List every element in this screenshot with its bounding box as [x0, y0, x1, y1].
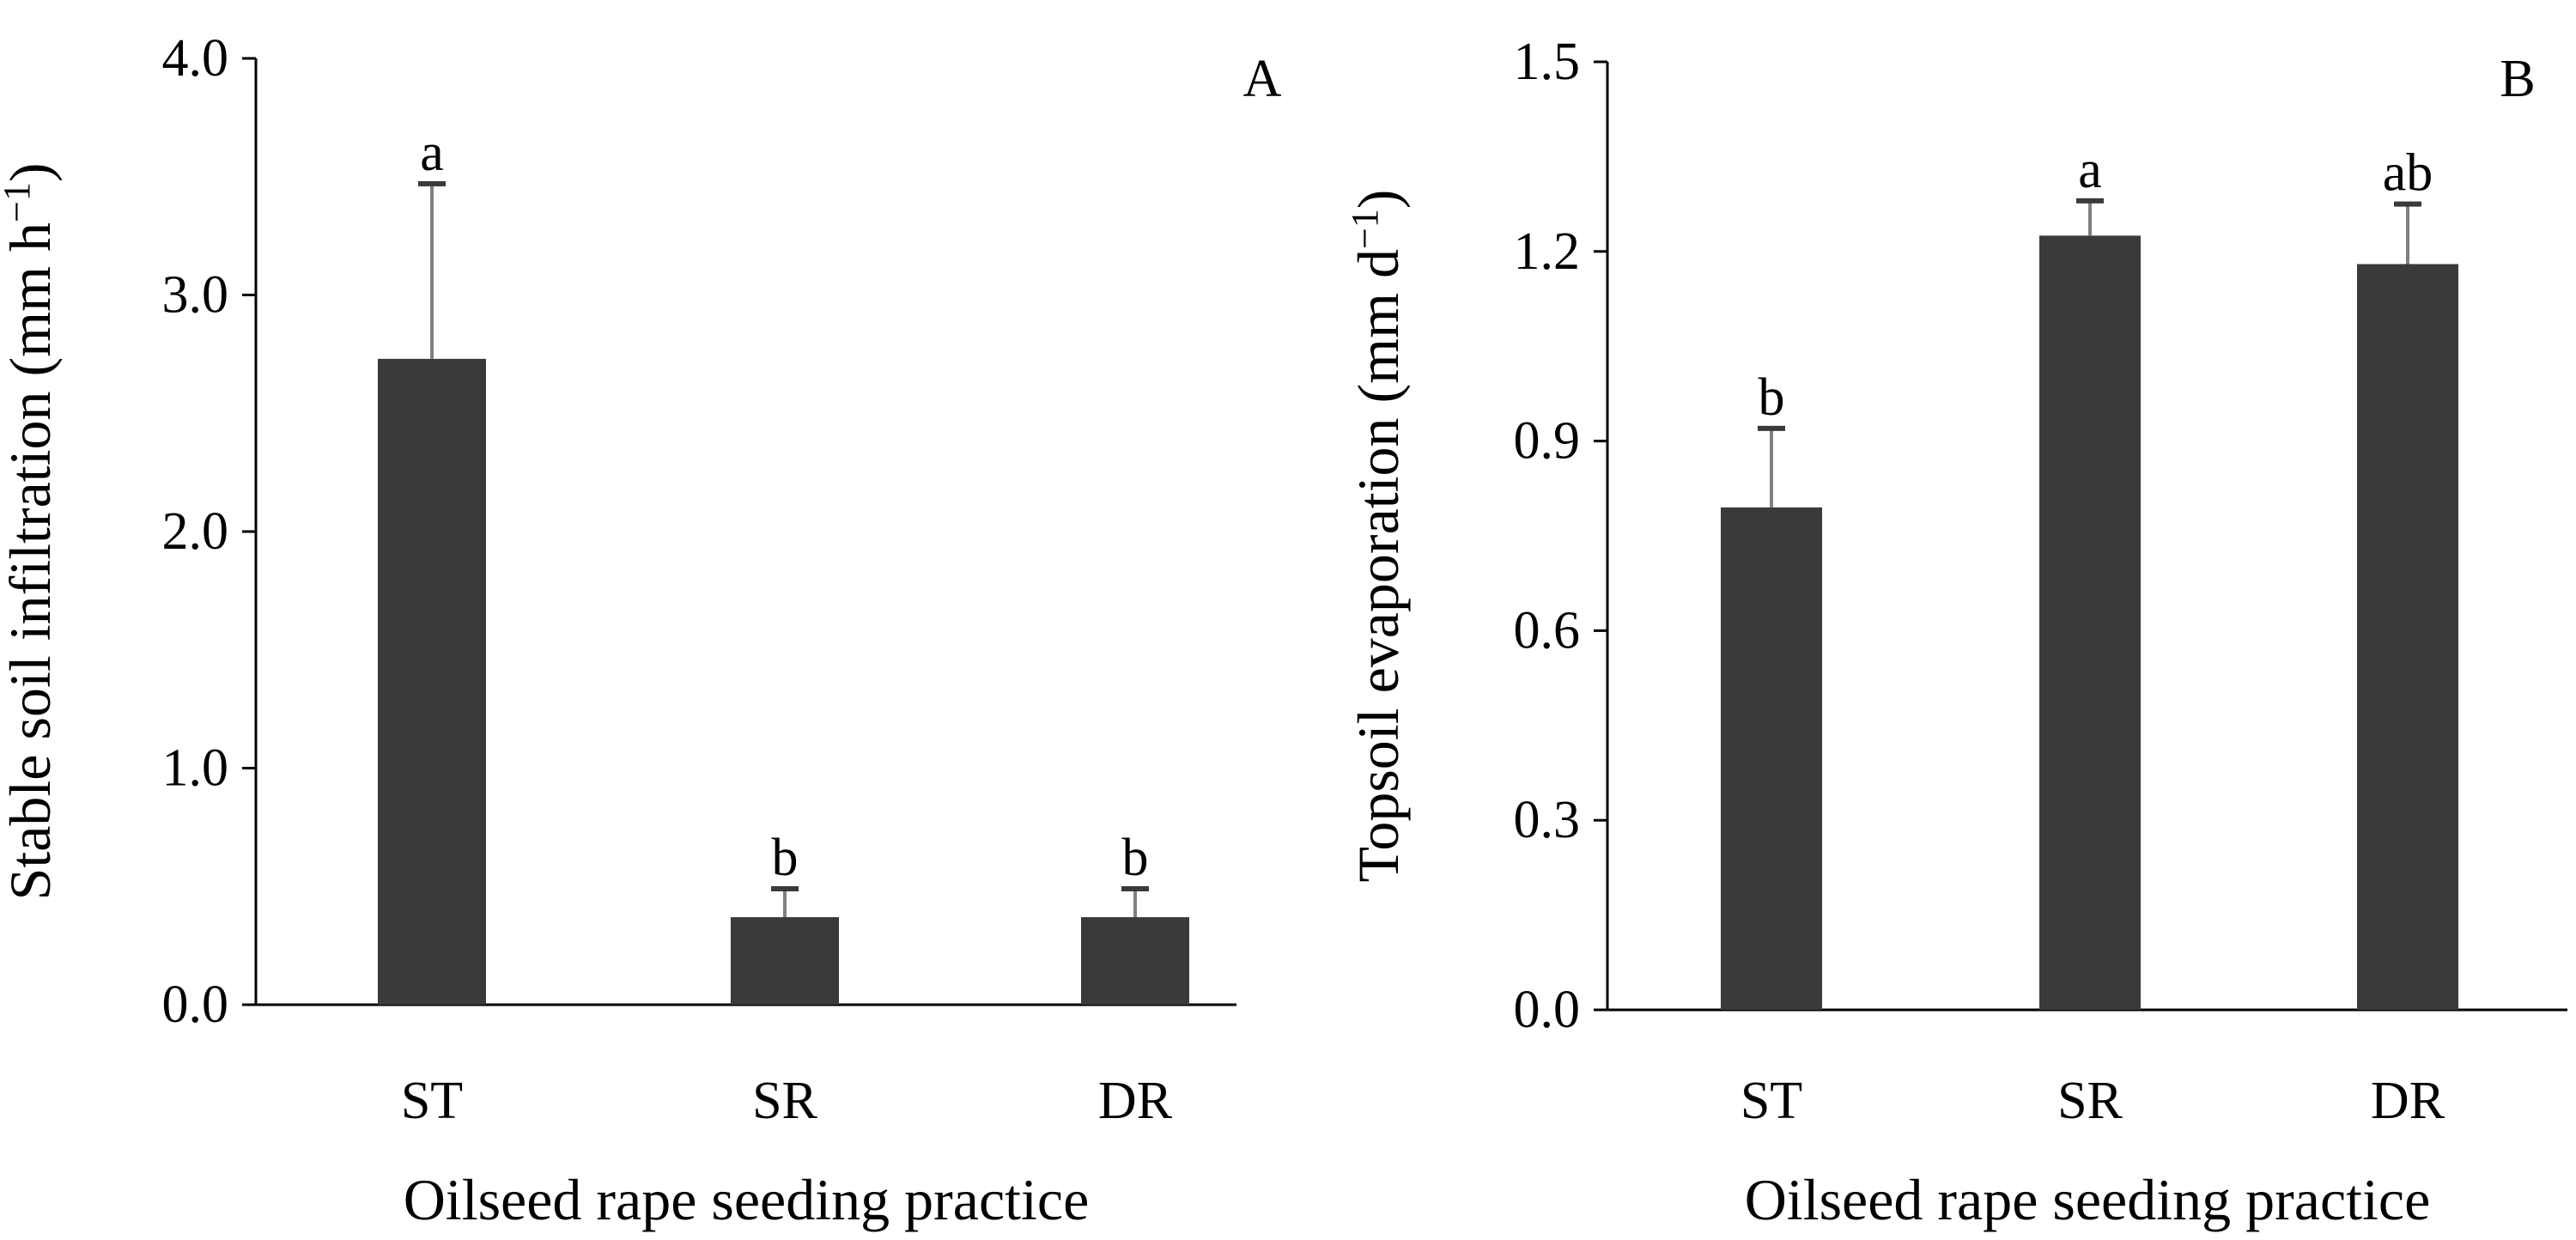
x-tick-label: SR — [2057, 1072, 2123, 1130]
significance-letter: a — [2078, 141, 2102, 199]
significance-letter: a — [420, 124, 444, 182]
bar-st — [378, 358, 486, 1005]
y-tick-label: 0.0 — [162, 976, 229, 1034]
y-tick-label: 2.0 — [162, 502, 229, 561]
y-tick-label: 0.3 — [1514, 791, 1581, 849]
y-tick-label: 1.5 — [1514, 33, 1581, 91]
panel-label: B — [2500, 50, 2535, 108]
y-tick-label: 3.0 — [162, 266, 229, 325]
significance-letter: b — [1122, 829, 1149, 887]
y-tick-label: 4.0 — [162, 29, 229, 88]
panel-label: A — [1243, 50, 1282, 108]
x-tick-label: ST — [401, 1072, 463, 1130]
bar-dr — [1081, 917, 1189, 1005]
bar-dr — [2357, 264, 2458, 1010]
x-tick-label: ST — [1741, 1072, 1802, 1130]
y-axis-title: Stable soil infiltration (mm h−1) — [0, 163, 63, 901]
panel-a: 0.0 1.0 2.0 3.0 4.0 a ST b SR b DR A Oilseed rape se… — [0, 29, 1282, 1232]
panel-b: 0.0 0.3 0.6 0.9 1.2 1.5 b ST a SR ab DR B Oilseed rap… — [1344, 33, 2567, 1232]
x-axis-title: Oilseed rape seeding practice — [404, 1167, 1090, 1232]
y-tick-label: 0.9 — [1514, 412, 1581, 471]
y-tick-label: 1.0 — [162, 739, 229, 798]
x-tick-label: DR — [1098, 1072, 1173, 1130]
bar-sr — [731, 917, 839, 1005]
x-tick-label: SR — [752, 1072, 817, 1130]
x-tick-label: DR — [2371, 1072, 2445, 1130]
significance-letter: b — [1759, 368, 1785, 427]
y-axis-title: Topsoil evaporation (mm d−1) — [1344, 190, 1411, 883]
y-tick-label: 1.2 — [1514, 222, 1581, 281]
bar-st — [1721, 507, 1822, 1010]
significance-letter: b — [772, 829, 799, 887]
y-tick-label: 0.6 — [1514, 601, 1581, 660]
x-axis-title: Oilseed rape seeding practice — [1745, 1167, 2431, 1232]
y-tick-label: 0.0 — [1514, 981, 1581, 1039]
bar-sr — [2039, 235, 2141, 1010]
significance-letter: ab — [2383, 144, 2433, 203]
